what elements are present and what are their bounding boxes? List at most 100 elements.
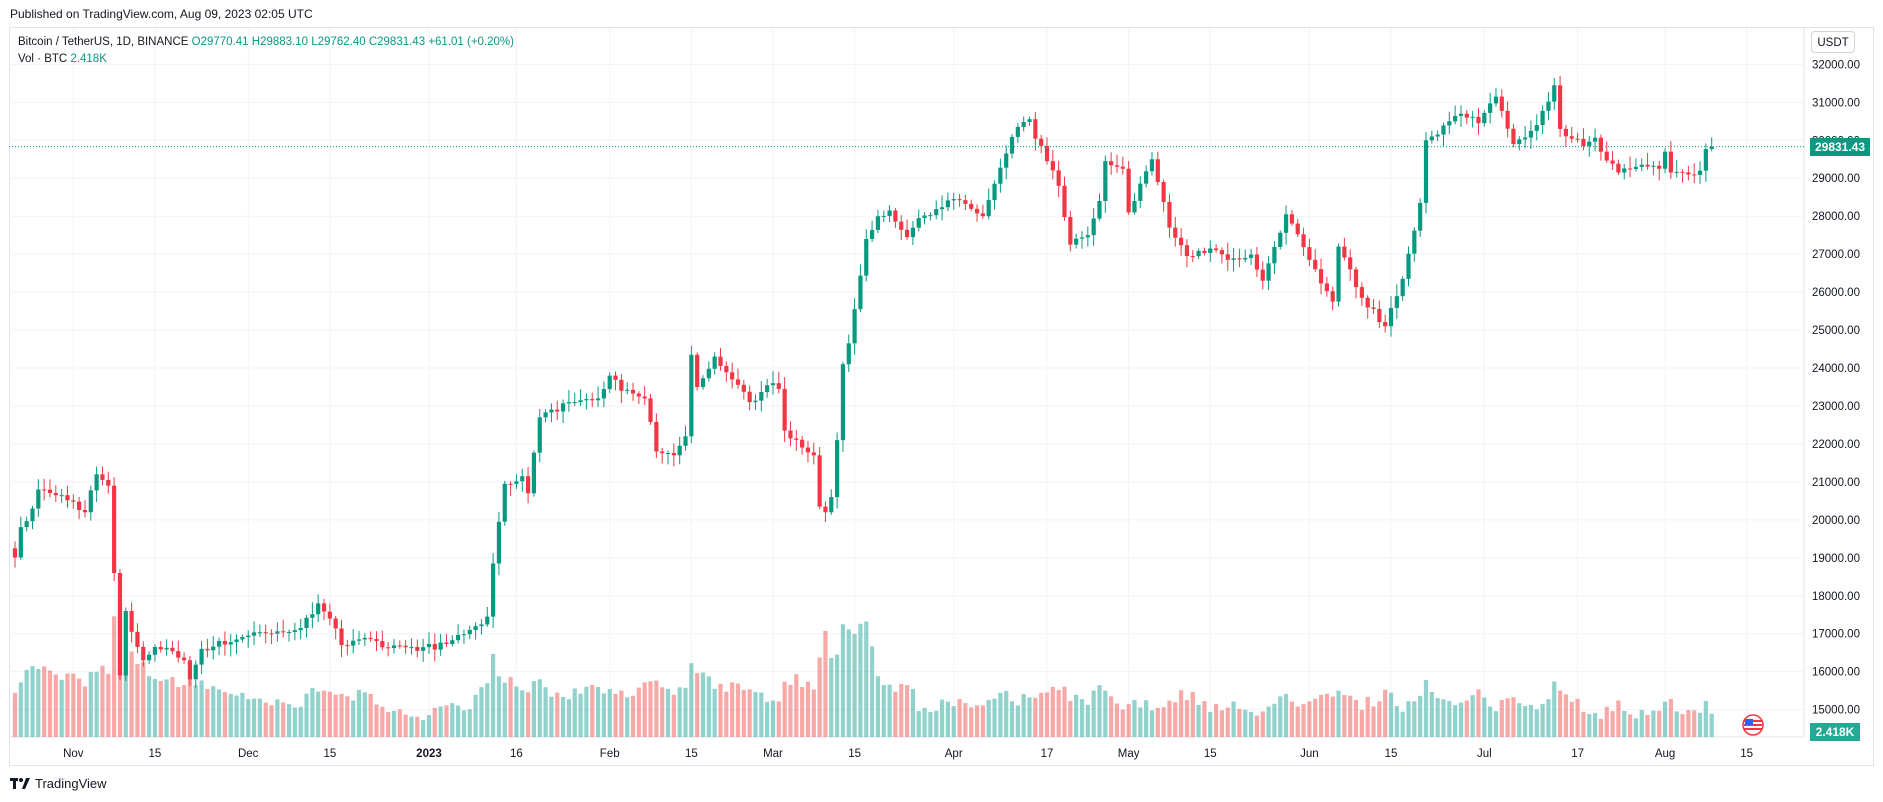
candle-body: [823, 506, 828, 513]
volume-bar: [1435, 697, 1440, 737]
volume-bar: [887, 684, 892, 737]
volume-bar: [1208, 711, 1213, 737]
candle-body: [695, 354, 700, 387]
volume-bar: [1552, 681, 1557, 737]
volume-bar: [520, 690, 525, 737]
candle-body: [403, 645, 408, 648]
candle-body: [444, 642, 449, 645]
candle-body: [298, 628, 303, 631]
candle-body: [1103, 161, 1108, 202]
candle-body: [1592, 137, 1598, 142]
volume-bar: [1394, 706, 1399, 737]
volume-bar: [30, 666, 35, 737]
chart-frame: [9, 27, 1874, 766]
candle-body: [1184, 245, 1190, 257]
volume-bar: [1493, 711, 1499, 737]
candle-body: [840, 364, 846, 441]
candle-body: [1470, 116, 1475, 118]
candle-body: [71, 500, 76, 502]
candle-body: [1237, 258, 1242, 260]
candle-body: [391, 645, 397, 649]
volume-bar: [1470, 695, 1475, 737]
volume-bar: [286, 704, 292, 737]
volume-bar: [135, 664, 140, 737]
candle-body: [969, 203, 974, 209]
volume-bar: [1144, 700, 1149, 737]
volume-bar: [12, 692, 18, 737]
candle-body: [712, 356, 717, 369]
time-tick-label: 15: [1385, 748, 1398, 760]
volume-bar: [1592, 713, 1598, 737]
volume-bar: [986, 699, 991, 737]
us-flag-icon[interactable]: [1740, 714, 1766, 736]
tradingview-brand[interactable]: TradingView: [10, 776, 107, 791]
volume-bar: [695, 673, 700, 737]
candle-body: [368, 637, 373, 640]
candle-body: [1231, 258, 1236, 260]
candle-body: [473, 626, 478, 630]
volume-bar: [718, 683, 723, 737]
volume-bar: [106, 673, 111, 737]
volume-bar: [800, 687, 805, 737]
volume-bar: [1307, 701, 1312, 737]
candle-body: [1044, 145, 1050, 162]
candle-body: [1009, 136, 1015, 154]
legend-close: C29831.43: [368, 36, 426, 48]
volume-bar: [339, 693, 344, 737]
candle-body: [613, 375, 618, 380]
volume-bar: [1301, 704, 1306, 737]
candle-body: [1097, 201, 1102, 219]
volume-bar: [1044, 692, 1050, 737]
candle-body: [1674, 171, 1679, 173]
volume-bar: [805, 681, 811, 737]
currency-unit-button[interactable]: USDT: [1811, 31, 1855, 53]
legend-vol-label[interactable]: Vol · BTC: [18, 53, 68, 65]
legend-row-volume: Vol · BTC 2.418K: [18, 51, 514, 68]
volume-bar: [922, 707, 927, 737]
candle-body: [1190, 256, 1195, 258]
volume-bar: [1074, 694, 1079, 737]
candle-body: [782, 388, 787, 431]
volume-bar: [700, 672, 706, 737]
volume-bar: [251, 698, 257, 737]
candle-body: [456, 634, 461, 641]
candle-body: [595, 398, 601, 401]
candle-body: [974, 208, 980, 214]
volume-bar: [1283, 693, 1289, 737]
volume-bar: [584, 686, 589, 737]
volume-bar: [1388, 692, 1394, 737]
volume-bar: [36, 668, 41, 737]
candle-body: [893, 210, 898, 222]
volume-bar: [630, 695, 636, 737]
candle-body: [304, 617, 309, 629]
candle-body: [374, 639, 379, 642]
volume-bar: [899, 683, 904, 737]
candle-body: [1260, 269, 1265, 281]
time-tick-label: Jun: [1300, 748, 1319, 760]
volume-bar: [613, 693, 618, 737]
volume-bar: [1167, 700, 1172, 737]
volume-bar: [1412, 701, 1417, 737]
legend-symbol[interactable]: Bitcoin / TetherUS, 1D, BINANCE: [18, 36, 189, 48]
candle-body: [1523, 137, 1528, 140]
time-tick-label: 15: [1204, 748, 1217, 760]
volume-bar: [292, 707, 297, 737]
volume-bar: [1639, 709, 1644, 737]
candle-body: [765, 385, 770, 393]
volume-bar: [1429, 691, 1434, 737]
candle-body: [193, 664, 198, 680]
volume-bar: [1342, 694, 1347, 737]
candle-body: [531, 452, 537, 494]
candle-body: [356, 639, 362, 641]
volume-bar: [304, 693, 309, 737]
candle-body: [1709, 146, 1714, 149]
price-tick-label: 18000.00: [1812, 591, 1860, 603]
volume-bar: [1476, 689, 1481, 737]
price-tick-label: 26000.00: [1812, 287, 1860, 299]
volume-bar: [164, 679, 169, 737]
volume-bar: [368, 693, 373, 737]
candle-body: [1091, 218, 1096, 236]
volume-bar: [461, 710, 467, 737]
candle-body: [1202, 250, 1207, 253]
